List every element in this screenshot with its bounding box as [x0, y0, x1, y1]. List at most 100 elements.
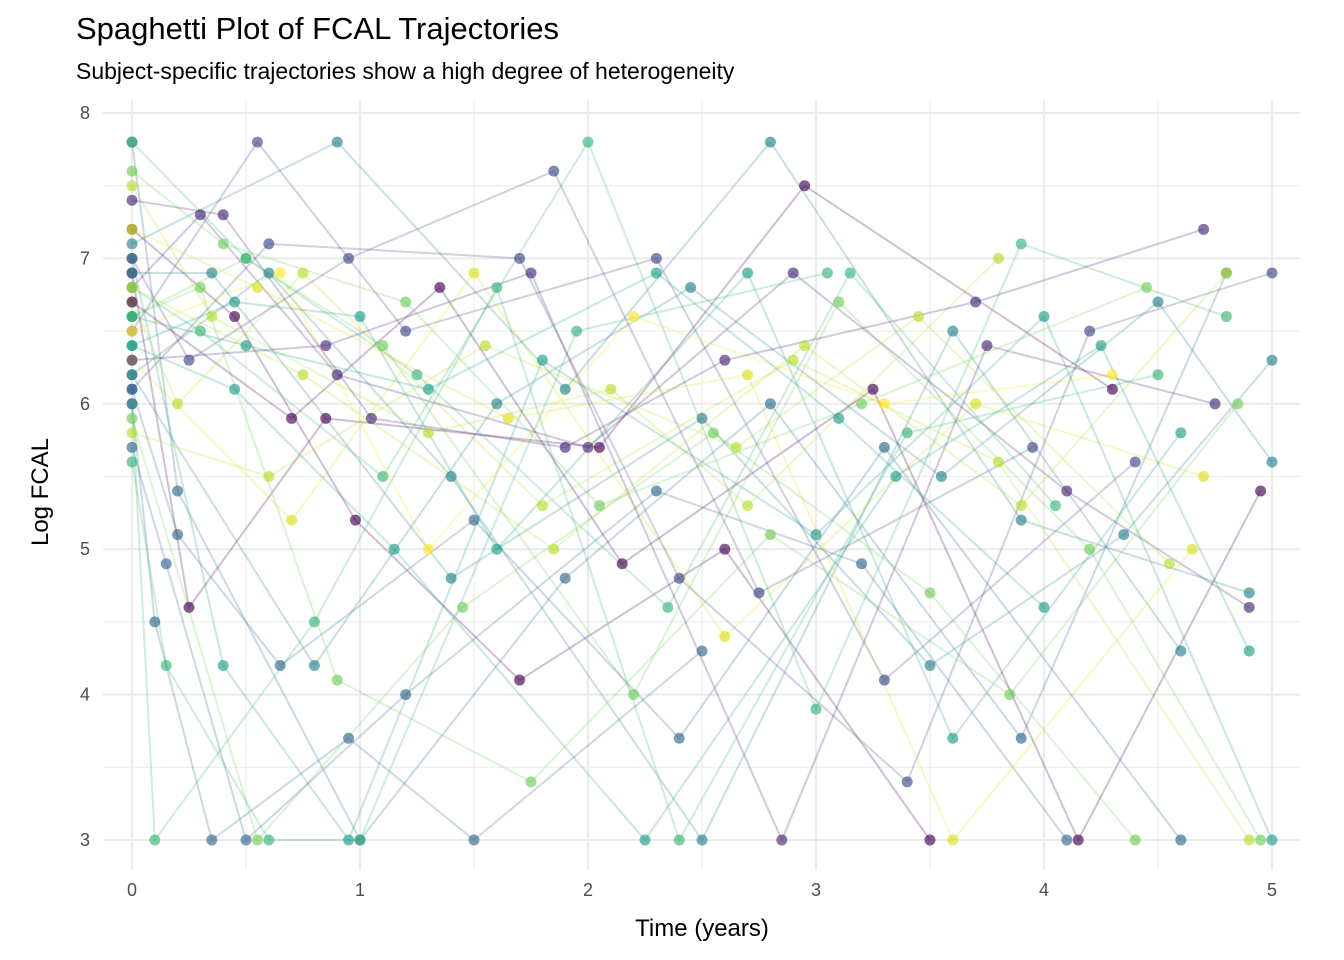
- data-point: [286, 412, 298, 424]
- data-point: [548, 165, 560, 177]
- data-point: [1118, 529, 1130, 541]
- data-point: [126, 281, 138, 293]
- data-point: [1255, 834, 1267, 846]
- data-point: [878, 674, 890, 686]
- data-point: [1129, 834, 1141, 846]
- data-point: [194, 209, 206, 221]
- data-point: [1255, 485, 1267, 497]
- data-point: [1038, 601, 1050, 613]
- data-point: [354, 311, 366, 323]
- data-point: [126, 136, 138, 148]
- trajectory-line: [131, 272, 1228, 551]
- data-point: [229, 311, 241, 323]
- data-point: [445, 572, 457, 584]
- data-point: [764, 398, 776, 410]
- data-point: [274, 267, 286, 279]
- data-point: [1129, 456, 1141, 468]
- data-point: [799, 340, 811, 352]
- data-point: [1243, 601, 1255, 613]
- data-points: [126, 136, 1278, 846]
- data-point: [1175, 427, 1187, 439]
- data-point: [742, 267, 754, 279]
- data-point: [274, 660, 286, 672]
- data-point: [1015, 514, 1027, 526]
- data-point: [343, 252, 355, 264]
- axis-ticks: 0 1 2 3 4 5 3 4 5 6 7 8: [80, 103, 1277, 900]
- data-point: [1084, 543, 1096, 555]
- data-point: [1163, 558, 1175, 570]
- data-point: [833, 412, 845, 424]
- data-point: [628, 311, 640, 323]
- data-point: [1061, 485, 1073, 497]
- data-point: [650, 485, 662, 497]
- data-point: [126, 267, 138, 279]
- data-point: [844, 267, 856, 279]
- data-point: [970, 398, 982, 410]
- data-point: [1038, 311, 1050, 323]
- data-point: [719, 354, 731, 366]
- data-point: [377, 340, 389, 352]
- data-point: [479, 340, 491, 352]
- data-point: [126, 383, 138, 395]
- trajectory-line: [131, 271, 1204, 638]
- x-tick-label: 5: [1267, 880, 1277, 900]
- data-point: [525, 776, 537, 788]
- data-point: [126, 441, 138, 453]
- data-point: [229, 296, 241, 308]
- data-point: [172, 398, 184, 410]
- trajectory-line: [131, 140, 1136, 682]
- data-point: [1015, 238, 1027, 250]
- trajectory-line: [131, 170, 1147, 507]
- data-point: [1243, 587, 1255, 599]
- data-point: [434, 281, 446, 293]
- data-point: [924, 660, 936, 672]
- data-point: [172, 529, 184, 541]
- data-point: [924, 587, 936, 599]
- data-point: [126, 311, 138, 323]
- data-point: [901, 776, 913, 788]
- data-point: [263, 471, 275, 482]
- data-point: [217, 660, 229, 672]
- data-point: [719, 543, 731, 555]
- data-point: [183, 601, 195, 613]
- data-point: [1232, 398, 1244, 410]
- data-point: [787, 354, 799, 366]
- data-point: [491, 398, 503, 410]
- data-point: [160, 558, 172, 570]
- data-point: [126, 180, 138, 192]
- data-point: [878, 441, 890, 453]
- data-point: [924, 834, 936, 846]
- chart-subtitle: Subject-specific trajectories show a hig…: [76, 58, 735, 84]
- data-point: [548, 543, 560, 555]
- data-point: [1072, 834, 1084, 846]
- data-point: [126, 456, 138, 468]
- data-point: [126, 325, 138, 337]
- data-point: [1175, 645, 1187, 657]
- data-point: [457, 601, 469, 613]
- data-point: [126, 427, 138, 439]
- data-point: [810, 529, 822, 541]
- y-tick-label: 7: [80, 248, 90, 268]
- data-point: [559, 383, 571, 395]
- data-point: [251, 136, 263, 148]
- data-point: [650, 267, 662, 279]
- x-tick-label: 3: [811, 880, 821, 900]
- data-point: [764, 529, 776, 541]
- trajectory-line: [131, 271, 1045, 609]
- x-tick-label: 4: [1039, 880, 1049, 900]
- data-point: [297, 267, 309, 279]
- data-point: [1061, 834, 1073, 846]
- data-point: [650, 252, 662, 264]
- data-point: [1095, 340, 1107, 352]
- data-point: [331, 369, 343, 381]
- data-point: [1266, 267, 1278, 279]
- x-axis-label: Time (years): [635, 915, 769, 942]
- data-point: [251, 834, 263, 846]
- data-point: [149, 616, 161, 628]
- data-point: [343, 834, 355, 846]
- data-point: [730, 441, 742, 453]
- y-tick-label: 4: [80, 685, 90, 705]
- data-point: [673, 834, 685, 846]
- data-point: [217, 209, 229, 221]
- data-point: [878, 398, 890, 410]
